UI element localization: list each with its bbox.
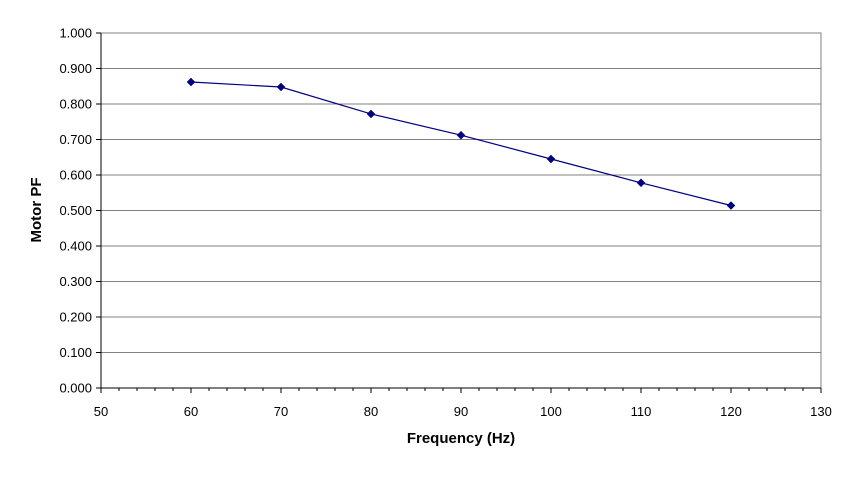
data-point <box>366 109 376 119</box>
x-tick-label: 90 <box>454 404 468 419</box>
data-point <box>186 77 196 87</box>
y-tick-label: 1.000 <box>59 26 92 41</box>
y-tick-label: 0.800 <box>59 97 92 112</box>
x-axis-title: Frequency (Hz) <box>407 430 515 447</box>
x-tick-label: 80 <box>364 404 378 419</box>
y-tick-label: 0.300 <box>59 274 92 289</box>
y-tick-labels: 0.000 0.100 0.200 0.300 0.400 0.500 0.600 0.700… <box>59 26 92 396</box>
x-tick-label: 50 <box>94 404 108 419</box>
data-point <box>726 201 736 210</box>
y-tick-label: 0.100 <box>59 345 92 360</box>
data-point <box>456 130 466 140</box>
series <box>186 77 736 210</box>
axes <box>96 32 822 393</box>
gridlines <box>101 32 821 353</box>
x-tick-labels: 50 60 70 80 90 100 110 120 130 <box>94 404 832 419</box>
y-tick-label: 0.700 <box>59 132 92 147</box>
y-tick-label: 0.000 <box>59 381 92 396</box>
x-tick-label: 100 <box>540 404 562 419</box>
x-tick-label: 130 <box>810 404 832 419</box>
x-tick-label: 70 <box>274 404 288 419</box>
x-tick-label: 120 <box>720 404 742 419</box>
y-tick-label: 0.200 <box>59 310 92 325</box>
data-point <box>636 178 646 188</box>
y-tick-label: 0.600 <box>59 168 92 183</box>
x-tick-label: 110 <box>631 404 652 419</box>
x-tick-label: 60 <box>184 404 198 419</box>
y-tick-label: 0.500 <box>59 203 92 218</box>
y-axis-title: Motor PF <box>28 178 45 243</box>
y-tick-label: 0.400 <box>59 239 92 254</box>
data-point <box>546 154 556 164</box>
y-tick-label: 0.900 <box>59 61 92 76</box>
data-point <box>276 82 286 92</box>
